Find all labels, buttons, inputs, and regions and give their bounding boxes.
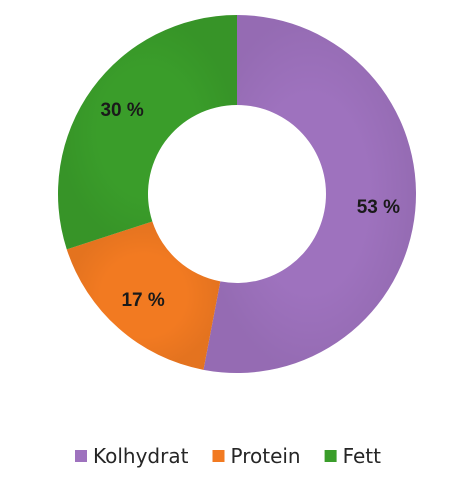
data-label-kolhydrat: 53 % (357, 197, 400, 218)
data-label-protein: 17 % (121, 290, 164, 311)
legend-label-kolhydrat: Kolhydrat (93, 444, 189, 468)
legend-swatch-kolhydrat (75, 450, 87, 462)
data-label-fett: 30 % (100, 100, 143, 121)
legend-label-fett: Fett (343, 444, 382, 468)
slice-shading-protein (66, 221, 221, 370)
slice-shading-fett (57, 15, 238, 250)
legend-swatch-protein (212, 450, 225, 462)
legend-swatch-fett (324, 450, 337, 462)
donut-slices (57, 15, 417, 373)
data-labels: 53 % 17 % 30 % (100, 100, 400, 311)
legend-label-protein: Protein (231, 444, 301, 468)
slice-shading-kolhydrat (203, 15, 417, 373)
legend: Kolhydrat Protein Fett (75, 444, 381, 468)
